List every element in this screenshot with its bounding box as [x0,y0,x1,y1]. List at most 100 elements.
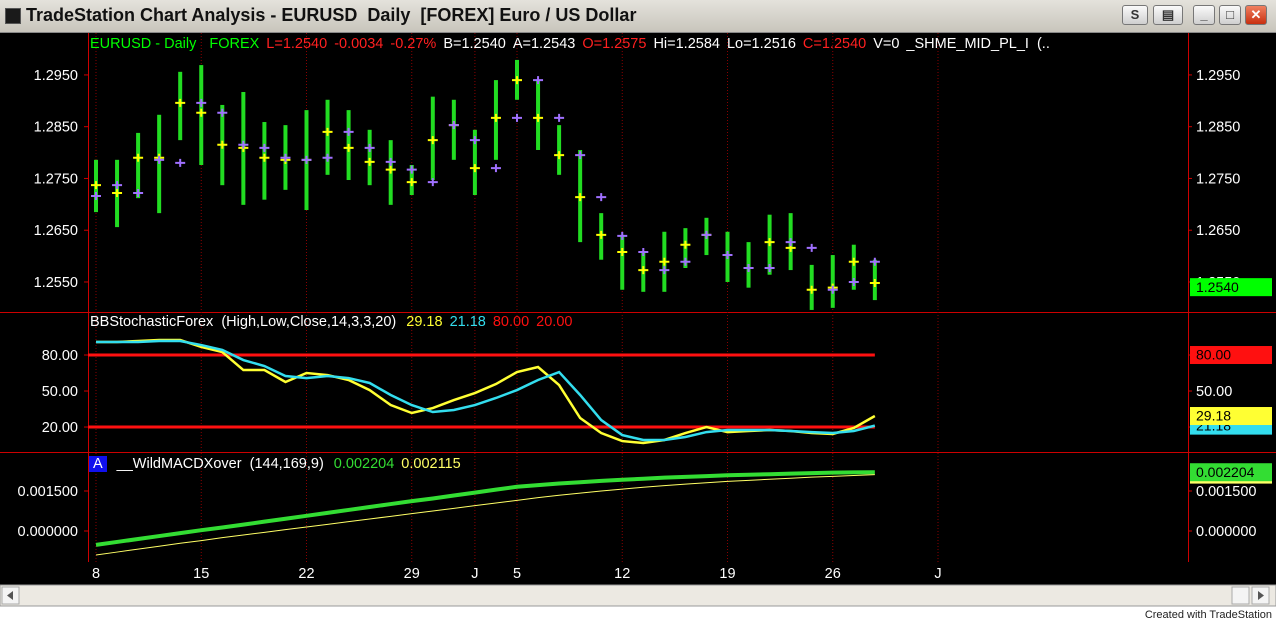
scrollbar[interactable] [0,584,1276,607]
x-tick-label: J [471,566,478,582]
legend-value: 20.00 [536,314,573,330]
marker-cross [280,153,291,162]
legend-value: 80.00 [492,314,530,330]
marker-cross [680,257,691,266]
marker-cross [364,157,375,166]
marker-cross [217,140,228,149]
marker-cross [343,127,354,136]
price-bar [367,129,372,186]
marker-cross [406,178,417,187]
status-item: EURUSD - Daily [90,36,197,52]
marker-cross [112,188,123,197]
marker-cross [869,279,880,288]
marker-cross [133,153,144,162]
plot: 1.2950 1.2950 1.2850 1.2850 1.2750 1.2750 1.26… [18,59,1272,582]
last-value-box-label: 29.18 [1196,408,1231,424]
marker-cross [301,155,312,164]
y-tick-label-right: 1.2650 [1196,223,1240,239]
arrow-icon [7,591,13,600]
marker-cross [533,76,544,85]
marker-cross [554,113,565,122]
price-bar [472,129,477,196]
marker-cross [617,231,628,240]
status-item: -0.0034 [334,36,384,52]
y-tick-label-right: 50.00 [1196,384,1232,400]
x-tick-label: 19 [719,566,735,582]
legend-value: 21.18 [449,314,486,330]
marker-cross [112,181,123,190]
marker-cross [91,181,101,190]
symbol-button[interactable]: S [1122,5,1148,25]
price-bar [451,99,456,160]
marker-cross [343,143,354,152]
series-line [95,470,875,547]
marker-cross [638,247,649,256]
marker-cross [659,266,670,275]
marker-cross [659,257,670,266]
status-item: -0.27% [390,36,437,52]
scroll-thumb[interactable] [1231,586,1250,605]
marker-cross [512,76,522,85]
price-bar [157,114,162,214]
marker-cross [617,247,628,256]
marker-cross [869,257,880,266]
last-price-box [1190,278,1272,297]
marker-cross [322,127,333,136]
level-box-label: 80.00 [1196,347,1231,363]
x-tick-label: 26 [825,566,841,582]
status-item: _SHME_MID_PL_I (.. [906,36,1050,52]
marker-cross [259,153,270,162]
legend-value: 0.002115 [401,456,461,472]
x-tick-label: 29 [404,566,420,582]
y-tick-label: 50.00 [42,384,78,400]
marker-cross [238,140,249,149]
menu-button[interactable]: ▤ [1153,5,1183,25]
y-tick-label: 1.2950 [34,68,78,84]
marker-cross [722,251,733,260]
last-value-box-label: 0.002204 [1196,464,1255,480]
app-icon [5,8,21,24]
minimize-button[interactable]: _ [1193,5,1215,25]
marker-cross [680,240,691,249]
marker-cross [490,113,501,122]
marker-cross [259,143,270,152]
last-value-box [1190,463,1272,482]
maximize-button[interactable]: □ [1219,5,1241,25]
marker-cross [196,98,207,107]
price-legend: EURUSD - Daily FOREX L=1.2540 -0.0034 -0.27%… [90,35,1057,53]
status-item: FOREX [209,36,260,52]
y-tick-label: 1.2550 [34,275,78,291]
marker-cross [638,266,649,275]
marker-cross [154,155,165,164]
status-item: Hi=1.2584 [653,36,720,52]
marker-cross [427,136,438,145]
series-line [96,339,876,442]
marker-cross [490,164,501,173]
status-item: C=1.2540 [802,36,867,52]
close-button[interactable]: ✕ [1245,5,1267,25]
x-tick-label: 15 [193,566,209,582]
legend-value: 29.18 [406,314,443,330]
marker-cross [806,285,817,294]
marker-cross [827,285,838,294]
marker-cross [469,164,480,173]
footer: Created with TradeStation [1144,609,1272,621]
y-tick-label: 0.000000 [18,524,78,540]
y-tick-label-right: 1.2850 [1196,120,1240,136]
status-item: L=1.2540 [266,36,328,52]
marker-cross [217,108,228,117]
marker-cross [322,153,333,162]
macd-legend: A __WildMACDXover (144,169,9) 0.002204 0.00… [89,455,468,473]
title-bar: TradeStation Chart Analysis - EURUSD Dai… [0,0,1276,33]
arrow-icon [1258,591,1264,600]
marker-cross [427,178,438,187]
marker-cross [764,238,775,247]
marker-cross [91,192,101,201]
status-item: Lo=1.2516 [726,36,796,52]
price-bar [830,255,835,308]
y-tick-label: 80.00 [42,348,78,364]
marker-cross [554,151,565,160]
marker-cross [133,188,144,197]
